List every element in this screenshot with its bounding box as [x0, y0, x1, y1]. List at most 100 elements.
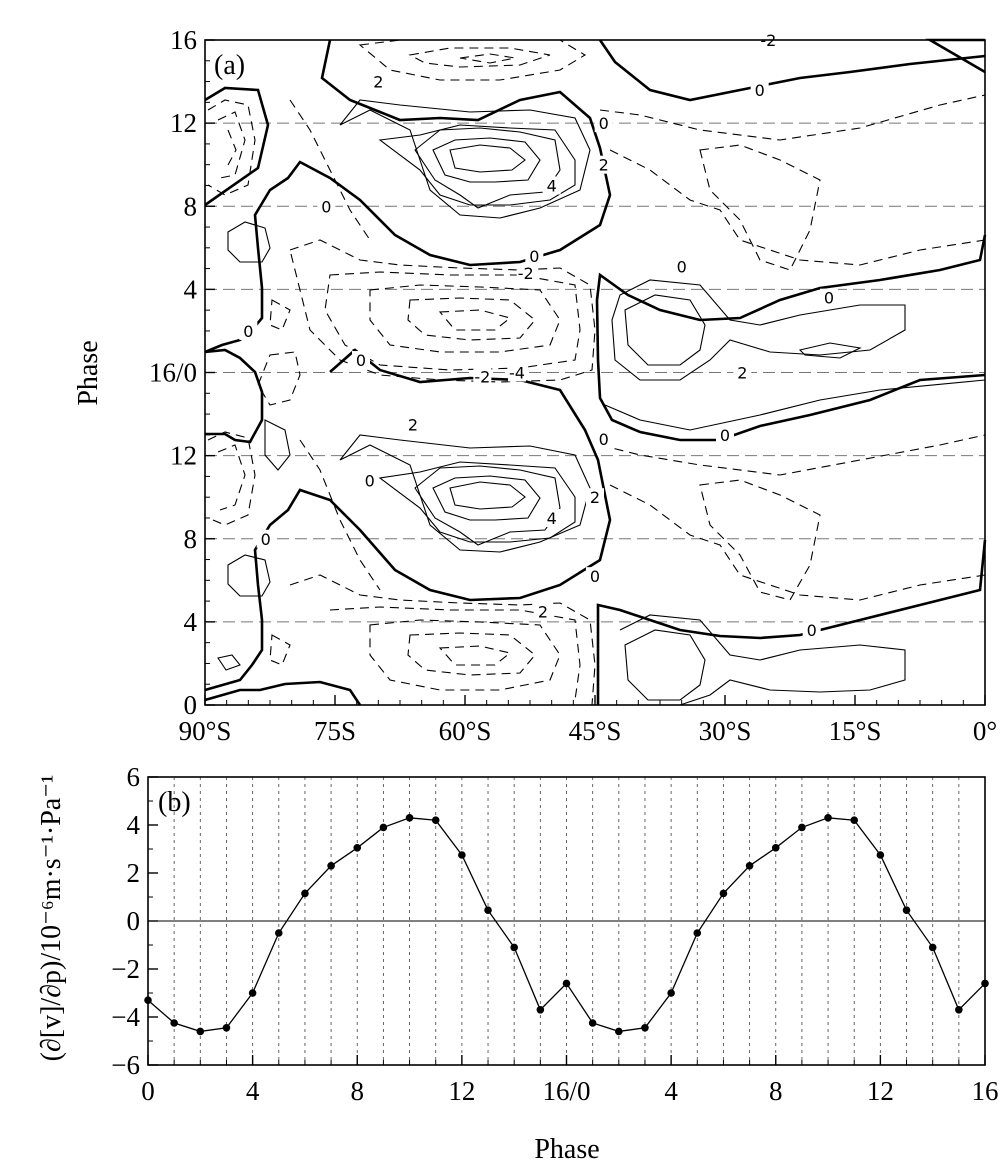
negative-contour [599, 94, 986, 141]
negative-contour [227, 129, 237, 166]
zero-contour [204, 348, 264, 444]
contour-label: 0 [807, 621, 817, 640]
negative-contour [217, 444, 246, 511]
y-tick-label: −4 [111, 1002, 140, 1032]
y-tick-label: 12 [170, 108, 197, 138]
negative-contour [609, 149, 986, 266]
contour-label: 2 [373, 73, 383, 92]
data-point [458, 851, 466, 859]
contour-label: 2 [737, 364, 747, 383]
panel-b-y-axis-title: (∂[v]/∂p)/10⁻⁶m·s⁻¹·Pa⁻¹ [36, 775, 67, 1062]
contour-label-background [352, 351, 370, 370]
contour-label: 0 [321, 197, 331, 216]
data-point [641, 1024, 649, 1032]
contour-label: 0 [243, 322, 253, 341]
positive-contour [619, 614, 906, 706]
data-point [353, 844, 362, 852]
contour-label: 4 [547, 176, 557, 195]
negative-contour [299, 439, 381, 591]
contour-label-background [716, 425, 734, 444]
negative-contour [289, 99, 371, 241]
data-point [902, 906, 911, 914]
data-point [562, 979, 571, 988]
x-tick-label: 30°S [699, 716, 752, 746]
positive-contour [449, 144, 526, 173]
contour-label: 0 [824, 289, 834, 308]
panel-a-axes: 90°S 75S 60°S 45°S 30°S 15°S 0° 0 4 8 12 16/0 4 8 12 16 [149, 25, 997, 746]
x-tick-label: 12 [448, 1076, 475, 1106]
contour-label: 0 [261, 530, 271, 549]
y-tick-label: 4 [184, 274, 198, 304]
data-point [798, 823, 806, 832]
data-point [405, 814, 414, 822]
negative-contour [289, 574, 596, 706]
zero-contour [598, 39, 986, 102]
positive-contour [378, 461, 576, 543]
data-point [824, 814, 832, 822]
data-point [771, 844, 780, 852]
zero-contour [596, 539, 987, 705]
y-tick-label: 2 [127, 858, 141, 888]
data-point [274, 929, 283, 937]
x-tick-label: 16 [972, 1076, 999, 1106]
negative-contour [329, 606, 581, 701]
zero-contour [595, 234, 987, 442]
data-point [928, 943, 937, 952]
contour-label: -2 [518, 264, 534, 283]
panel-a-contours [204, 38, 987, 706]
y-tick-label: 0 [184, 690, 198, 720]
x-tick-label: 8 [769, 1076, 783, 1106]
panel-a-label: (a) [214, 50, 245, 81]
positive-contour [432, 137, 541, 183]
y-tick-label: 16/0 [149, 358, 197, 388]
contour-label-background [239, 321, 258, 340]
positive-contour [378, 124, 576, 206]
y-tick-label: 6 [127, 762, 141, 792]
contour-label-background [820, 288, 838, 307]
contour-label: 0 [599, 430, 609, 449]
contour-label-background [473, 367, 492, 386]
y-tick-label: 0 [127, 906, 141, 936]
contour-label-background [516, 263, 535, 282]
contour-label: 2 [590, 488, 600, 507]
x-tick-label: 60°S [439, 716, 492, 746]
zero-contour [204, 39, 612, 354]
negative-contour [408, 47, 551, 68]
data-point [667, 989, 675, 997]
zero-contour [204, 86, 270, 207]
negative-contours [207, 39, 986, 706]
data-point [955, 1006, 963, 1014]
negative-contour [459, 53, 516, 64]
negative-contour [217, 111, 246, 179]
data-point [196, 1027, 205, 1036]
contour-label: 0 [356, 351, 366, 370]
y-tick-label: 16 [170, 25, 197, 55]
data-point [719, 889, 728, 898]
panel-b-grid [148, 777, 985, 1065]
positive-contour [339, 434, 591, 553]
x-tick-label: 8 [351, 1076, 365, 1106]
y-tick-label: 4 [184, 607, 198, 637]
contour-label-background [256, 529, 275, 548]
negative-contour [269, 299, 291, 331]
positive-contour [604, 379, 986, 431]
contour-label-background [586, 567, 604, 586]
contour-label-background [360, 471, 379, 490]
panel-b-label: (b) [158, 787, 191, 818]
contour-label-background [733, 363, 752, 382]
x-tick-label: 0 [141, 1076, 155, 1106]
negative-contour [699, 479, 821, 601]
data-point [745, 862, 754, 870]
contour-label-background [586, 488, 604, 507]
y-tick-label: 12 [170, 441, 197, 471]
negative-contour [369, 619, 561, 691]
x-tick-label: 45°S [569, 716, 622, 746]
negative-contour [407, 632, 536, 676]
zero-contour [204, 680, 362, 706]
positive-contour [611, 279, 906, 381]
negative-contour [369, 284, 561, 353]
x-tick-label: 15°S [829, 716, 882, 746]
data-point [615, 1027, 623, 1036]
